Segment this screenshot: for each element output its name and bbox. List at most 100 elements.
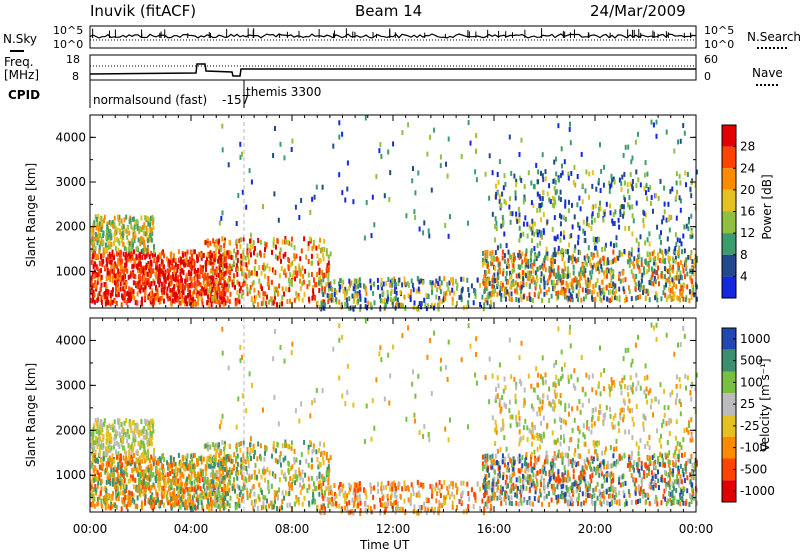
velocity-cell bbox=[110, 439, 113, 444]
power-cell bbox=[103, 214, 106, 220]
velocity-cell bbox=[132, 437, 135, 443]
power-cell bbox=[447, 136, 450, 142]
power-cell bbox=[132, 289, 135, 295]
velocity-cell bbox=[225, 466, 228, 472]
velocity-cell bbox=[155, 460, 158, 466]
power-cell bbox=[600, 168, 603, 174]
nsky-label: N.Sky bbox=[3, 32, 38, 46]
power-cell bbox=[683, 224, 686, 230]
velocity-cell bbox=[124, 459, 127, 465]
velocity-cell bbox=[177, 452, 180, 458]
power-cell bbox=[644, 240, 647, 246]
power-cell bbox=[553, 203, 556, 209]
cpid-mode2: themis 3300 bbox=[246, 85, 322, 99]
power-cell bbox=[654, 295, 657, 301]
power-cell bbox=[352, 286, 355, 292]
velocity-cell bbox=[140, 430, 143, 436]
velocity-cell bbox=[283, 495, 285, 501]
velocity-cell bbox=[230, 458, 233, 464]
power-cell bbox=[125, 300, 128, 306]
power-cell bbox=[104, 296, 107, 302]
power-cell bbox=[107, 289, 110, 295]
power-cell bbox=[221, 260, 224, 266]
power-cell bbox=[147, 221, 150, 227]
velocity-cell bbox=[132, 496, 135, 502]
power-cell bbox=[648, 231, 651, 237]
velocity-cell bbox=[198, 478, 201, 483]
power-cell bbox=[90, 281, 93, 287]
velocity-cell bbox=[266, 467, 269, 473]
power-cell bbox=[187, 293, 190, 298]
power-cell bbox=[674, 232, 677, 238]
power-cell bbox=[132, 280, 135, 286]
velocity-cell bbox=[227, 469, 230, 475]
power-cell bbox=[231, 255, 234, 261]
power-cell bbox=[100, 268, 102, 274]
power-cell bbox=[105, 276, 108, 281]
power-cell bbox=[417, 170, 420, 176]
power-cell bbox=[158, 252, 161, 258]
velocity-cell bbox=[199, 486, 202, 492]
velocity-cell bbox=[124, 495, 127, 501]
power-cell bbox=[357, 283, 360, 289]
power-cell bbox=[114, 299, 117, 305]
velocity-cell bbox=[113, 425, 116, 431]
power-cell bbox=[535, 229, 538, 235]
power-cell bbox=[557, 275, 560, 281]
power-cell bbox=[135, 246, 138, 252]
power-cell bbox=[428, 233, 431, 239]
velocity-cell bbox=[187, 473, 190, 479]
power-cell bbox=[273, 191, 276, 197]
velocity-cell bbox=[172, 477, 175, 483]
power-cell bbox=[590, 225, 593, 231]
velocity-cell bbox=[153, 447, 155, 453]
velocity-cell bbox=[256, 505, 259, 511]
power-cell bbox=[421, 280, 424, 286]
power-cell bbox=[600, 263, 603, 269]
velocity-cell bbox=[160, 462, 163, 468]
power-cell bbox=[258, 265, 261, 271]
velocity-cell bbox=[226, 472, 228, 478]
power-cell bbox=[193, 275, 196, 281]
power-cell bbox=[245, 204, 248, 210]
power-cell bbox=[157, 297, 160, 303]
power-cell bbox=[537, 253, 540, 258]
power-cell bbox=[567, 266, 569, 272]
power-cell bbox=[356, 293, 359, 299]
power-cell bbox=[100, 216, 103, 221]
power-cell bbox=[643, 186, 646, 192]
power-cell bbox=[218, 249, 221, 255]
power-cell bbox=[92, 289, 95, 295]
power-cell bbox=[347, 306, 350, 312]
velocity-cell bbox=[264, 469, 267, 474]
power-cell bbox=[174, 277, 177, 283]
velocity-cell bbox=[119, 465, 122, 471]
power-cell bbox=[97, 276, 100, 282]
velocity-cell bbox=[195, 496, 198, 502]
power-cell bbox=[404, 306, 407, 312]
power-cell bbox=[579, 267, 582, 273]
power-cell bbox=[149, 272, 152, 278]
power-cell bbox=[612, 274, 614, 280]
velocity-cell bbox=[246, 447, 249, 452]
power-cell bbox=[256, 252, 259, 258]
power-cell bbox=[321, 184, 324, 190]
power-cell bbox=[543, 258, 546, 264]
power-cell bbox=[576, 202, 579, 208]
power-cell bbox=[673, 275, 676, 281]
power-cell bbox=[192, 249, 195, 255]
power-cell bbox=[631, 213, 634, 219]
power-cell bbox=[140, 284, 143, 290]
power-cell bbox=[140, 249, 143, 255]
power-cell bbox=[180, 282, 182, 288]
velocity-cell bbox=[139, 464, 141, 470]
power-cell bbox=[190, 265, 193, 271]
power-cell bbox=[389, 282, 392, 288]
power-cell bbox=[94, 249, 97, 255]
power-cell bbox=[544, 255, 546, 261]
power-cell bbox=[220, 262, 223, 268]
power-cell bbox=[675, 215, 678, 221]
power-cell bbox=[591, 183, 594, 189]
power-cell bbox=[650, 119, 653, 125]
power-cell bbox=[253, 295, 256, 301]
